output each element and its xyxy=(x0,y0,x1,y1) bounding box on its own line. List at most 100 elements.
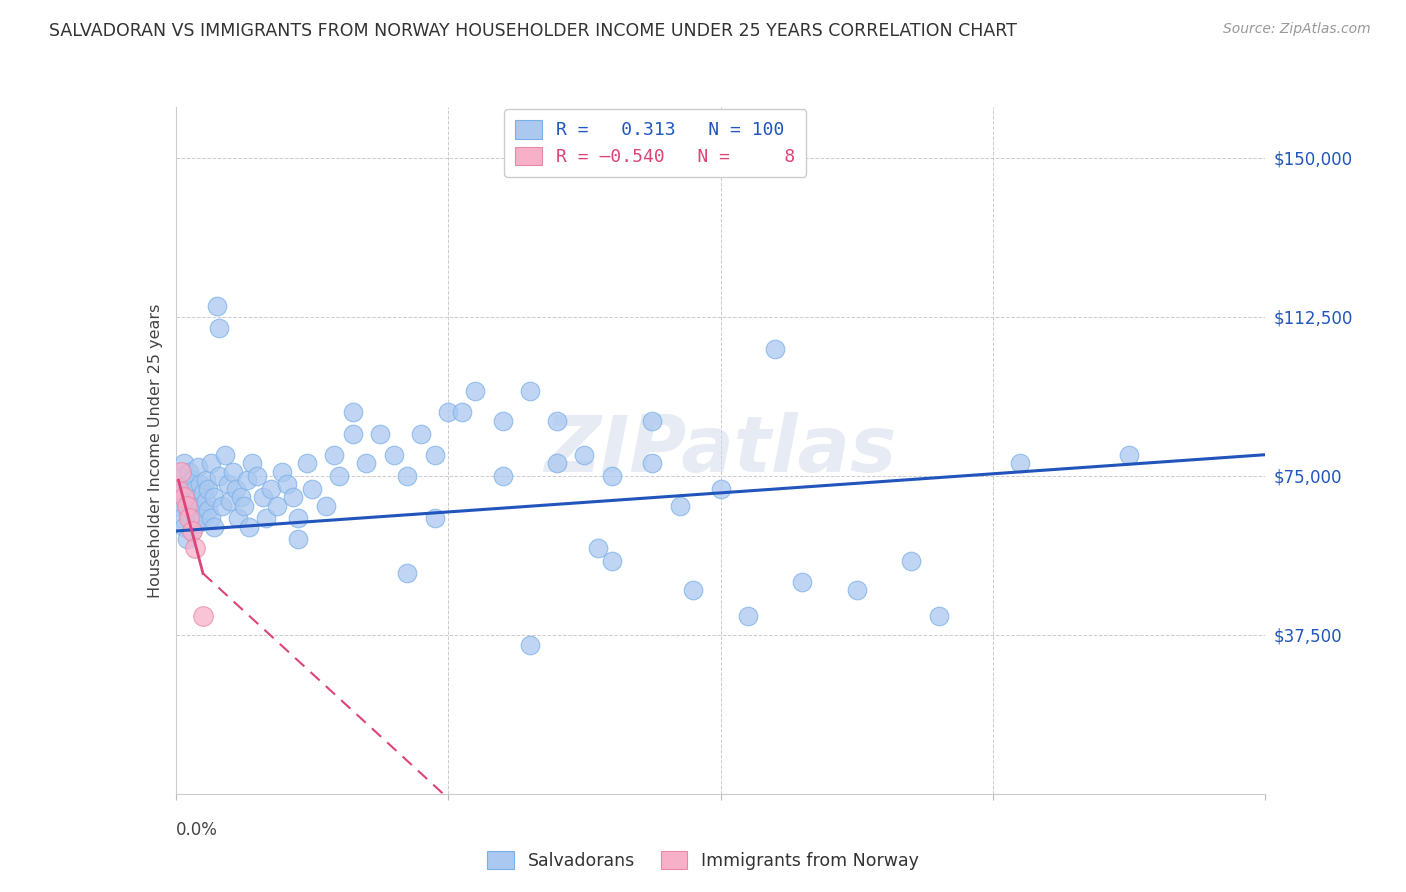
Point xyxy=(176,533,198,547)
Point xyxy=(492,469,515,483)
Point xyxy=(176,477,198,491)
Point xyxy=(179,507,201,521)
Point xyxy=(228,511,250,525)
Point xyxy=(396,566,419,581)
Point xyxy=(423,511,446,525)
Point xyxy=(191,511,214,525)
Point xyxy=(179,465,201,479)
Point xyxy=(450,405,472,419)
Point xyxy=(176,499,198,513)
Point xyxy=(217,477,239,491)
Point xyxy=(266,499,288,513)
Point xyxy=(668,499,690,513)
Point xyxy=(186,460,209,475)
Point xyxy=(186,516,209,530)
Point xyxy=(181,524,204,538)
Point xyxy=(763,342,786,356)
Legend: Salvadorans, Immigrants from Norway: Salvadorans, Immigrants from Norway xyxy=(479,843,927,879)
Text: ZIPatlas: ZIPatlas xyxy=(544,412,897,489)
Point xyxy=(437,405,460,419)
Point xyxy=(194,494,217,508)
Point xyxy=(900,554,922,568)
Point xyxy=(167,499,190,513)
Point xyxy=(202,520,225,534)
Point xyxy=(246,469,269,483)
Point xyxy=(254,511,277,525)
Point xyxy=(208,469,231,483)
Point xyxy=(328,469,350,483)
Point xyxy=(197,482,219,496)
Point xyxy=(197,503,219,517)
Point xyxy=(287,533,309,547)
Text: SALVADORAN VS IMMIGRANTS FROM NORWAY HOUSEHOLDER INCOME UNDER 25 YEARS CORRELATI: SALVADORAN VS IMMIGRANTS FROM NORWAY HOU… xyxy=(49,22,1017,40)
Point xyxy=(737,608,759,623)
Point xyxy=(173,520,195,534)
Point xyxy=(641,414,664,428)
Point xyxy=(200,456,222,470)
Point xyxy=(225,482,247,496)
Point xyxy=(200,511,222,525)
Point xyxy=(315,499,337,513)
Text: 0.0%: 0.0% xyxy=(176,822,218,839)
Point xyxy=(184,511,207,525)
Point xyxy=(202,490,225,504)
Point xyxy=(191,608,214,623)
Point xyxy=(188,499,211,513)
Point xyxy=(464,384,486,398)
Point xyxy=(276,477,298,491)
Point xyxy=(260,482,283,496)
Point xyxy=(287,511,309,525)
Point xyxy=(179,486,201,500)
Point xyxy=(792,574,814,589)
Point xyxy=(928,608,950,623)
Point xyxy=(1118,448,1140,462)
Point xyxy=(184,503,207,517)
Point xyxy=(271,465,294,479)
Point xyxy=(170,469,193,483)
Point xyxy=(240,456,263,470)
Point xyxy=(186,490,209,504)
Point xyxy=(232,499,254,513)
Text: Source: ZipAtlas.com: Source: ZipAtlas.com xyxy=(1223,22,1371,37)
Point xyxy=(184,482,207,496)
Point xyxy=(219,494,242,508)
Point xyxy=(173,490,195,504)
Point xyxy=(641,456,664,470)
Point xyxy=(574,448,596,462)
Point xyxy=(342,426,364,441)
Point xyxy=(231,490,253,504)
Point xyxy=(194,473,217,487)
Point xyxy=(396,469,419,483)
Point xyxy=(170,482,193,496)
Point xyxy=(423,448,446,462)
Point xyxy=(208,320,231,334)
Point xyxy=(179,511,201,525)
Point xyxy=(519,384,541,398)
Point xyxy=(211,499,233,513)
Point xyxy=(519,639,541,653)
Point xyxy=(184,541,207,555)
Point xyxy=(205,299,228,313)
Point xyxy=(181,524,204,538)
Point xyxy=(1010,456,1032,470)
Point xyxy=(173,456,195,470)
Point xyxy=(322,448,344,462)
Point xyxy=(546,414,568,428)
Legend: R =   0.313   N = 100, R = –0.540   N =     8: R = 0.313 N = 100, R = –0.540 N = 8 xyxy=(503,109,807,177)
Point xyxy=(600,469,623,483)
Point xyxy=(492,414,515,428)
Point xyxy=(222,465,245,479)
Point xyxy=(682,583,704,598)
Point xyxy=(181,494,204,508)
Point xyxy=(586,541,609,555)
Point xyxy=(600,554,623,568)
Point xyxy=(167,482,190,496)
Point xyxy=(710,482,733,496)
Point xyxy=(170,511,193,525)
Point xyxy=(214,448,236,462)
Point xyxy=(191,486,214,500)
Point xyxy=(181,473,204,487)
Point xyxy=(235,473,257,487)
Point xyxy=(281,490,304,504)
Point xyxy=(382,448,405,462)
